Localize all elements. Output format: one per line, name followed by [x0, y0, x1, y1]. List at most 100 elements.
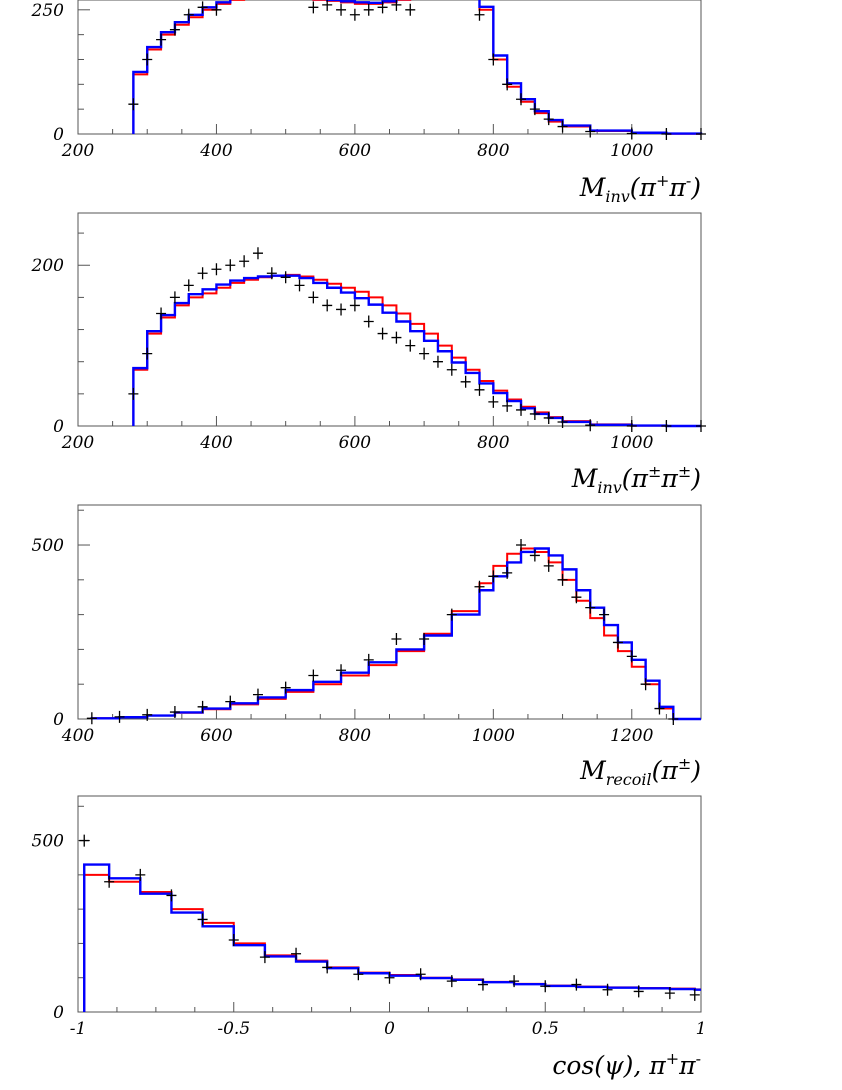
y-tick-label: 0 — [53, 125, 64, 145]
data-point — [308, 291, 319, 304]
data-point — [405, 339, 416, 352]
data-point — [280, 271, 291, 284]
data-point — [336, 3, 347, 16]
data-point — [391, 0, 402, 11]
data-point — [474, 383, 485, 396]
data-point — [377, 327, 388, 340]
data-point — [308, 1, 319, 14]
data-point — [612, 636, 623, 649]
data-point — [557, 120, 568, 133]
x-tick-label: 400 — [61, 726, 95, 746]
x-axis-title-part: (π — [630, 173, 657, 202]
data-point — [308, 669, 319, 682]
data-point — [104, 875, 115, 888]
x-tick-label: 200 — [61, 141, 95, 161]
data-point — [626, 420, 637, 432]
plot-frame — [77, 0, 702, 135]
data-point — [602, 983, 613, 996]
data-point — [557, 573, 568, 586]
data-point — [626, 127, 637, 140]
data-point — [689, 988, 700, 1001]
data-point — [86, 712, 97, 725]
data-point — [363, 315, 374, 328]
red-series — [83, 873, 701, 1012]
plot-frame — [77, 212, 702, 427]
data-point — [280, 681, 291, 694]
data-point — [529, 407, 540, 420]
data-point — [460, 375, 471, 388]
data-point — [128, 387, 139, 400]
data-point — [664, 987, 675, 1000]
data-point — [661, 420, 672, 432]
x-axis-title-part: recoil — [606, 770, 652, 789]
y-tick-label: 500 — [32, 832, 65, 852]
data-point — [654, 702, 665, 715]
y-tick-label: 250 — [31, 1, 65, 21]
data-point — [661, 128, 672, 140]
data-point — [169, 706, 180, 719]
data-point — [488, 570, 499, 583]
x-tick-label: 800 — [477, 433, 510, 453]
data-point — [291, 947, 302, 960]
data-point — [419, 632, 430, 645]
x-axis-title-part: ± — [678, 462, 691, 481]
data-point — [197, 700, 208, 713]
x-axis-title-part: - — [686, 171, 691, 190]
data-point — [529, 103, 540, 116]
data-point — [446, 975, 457, 988]
data-point — [114, 710, 125, 723]
x-axis-title-part: M — [571, 464, 599, 493]
data-point — [128, 98, 139, 111]
data-point — [391, 632, 402, 645]
data-point — [377, 1, 388, 14]
panel-cos-psi-pi-plus-pi-minus: -1 -0.5 0 0.5 1 0 500 cos(ψ), π+π- — [32, 795, 706, 1080]
data-point — [477, 978, 488, 991]
x-axis-title-part: - — [696, 1049, 701, 1068]
data-point — [585, 419, 596, 432]
data-point — [259, 951, 270, 964]
y-tick-label: 0 — [53, 417, 64, 437]
data-point — [571, 978, 582, 991]
data-point — [169, 23, 180, 36]
y-tick-label: 0 — [53, 1003, 64, 1023]
data-point — [322, 961, 333, 974]
data-point — [349, 8, 360, 21]
data-point — [502, 78, 513, 91]
data-point — [405, 3, 416, 16]
data-point — [446, 363, 457, 376]
x-tick-label: 0 — [384, 1019, 395, 1039]
data-point — [336, 303, 347, 316]
x-axis-title: Minv(π±π±) — [571, 462, 701, 497]
blue-series — [132, 274, 701, 428]
data-point — [474, 8, 485, 21]
plot-frame — [77, 504, 702, 720]
data-point — [543, 559, 554, 572]
x-tick-label: 1200 — [610, 726, 653, 746]
data-point — [599, 608, 610, 621]
data-point — [446, 608, 457, 621]
data-point — [156, 33, 167, 46]
x-tick-label: 1000 — [472, 726, 515, 746]
data-point — [197, 267, 208, 280]
data-point — [197, 913, 208, 926]
data-point — [509, 975, 520, 988]
panel-minv-pi-plus-pi-minus: 200 400 600 800 1000 0 250 Minv(π+π-) — [31, 0, 706, 206]
x-axis-title-part: π — [668, 173, 686, 202]
data-point — [502, 566, 513, 579]
x-tick-label: 600 — [339, 433, 372, 453]
data-point — [516, 93, 527, 106]
data-point — [432, 355, 443, 368]
x-axis-title-part: π — [660, 464, 678, 493]
data-point — [225, 259, 236, 272]
x-tick-label: 400 — [199, 433, 233, 453]
x-tick-label: 0.5 — [532, 1019, 559, 1039]
data-point — [211, 263, 222, 276]
data-point — [169, 291, 180, 304]
data-point — [322, 0, 333, 11]
data-point — [488, 395, 499, 408]
x-tick-label: 800 — [477, 141, 510, 161]
x-axis-title-part: inv — [605, 187, 629, 206]
x-tick-label: 800 — [339, 726, 372, 746]
blue-series — [132, 0, 703, 135]
data-point — [543, 113, 554, 126]
